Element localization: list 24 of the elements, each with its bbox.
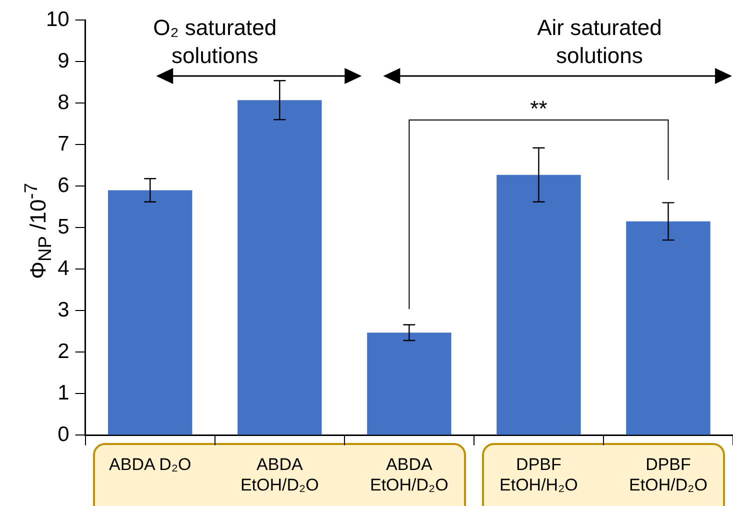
annotation: O₂ saturated solutions <box>152 14 278 70</box>
bar <box>238 100 322 435</box>
x-tick-label: DPBF EtOH/D₂O <box>629 455 708 494</box>
x-tick-label: ABDA EtOH/D₂O <box>240 455 319 494</box>
bar <box>626 221 710 435</box>
bar <box>108 190 192 435</box>
y-tick-label: 6 <box>58 174 70 197</box>
y-tick-label: 4 <box>58 256 70 280</box>
y-tick-label: 2 <box>58 340 70 363</box>
y-tick-label: 7 <box>58 132 70 156</box>
x-tick-label: ABDA D₂O <box>109 455 192 474</box>
y-tick-label: 3 <box>58 298 70 322</box>
x-tick-label: DPBF EtOH/H₂O <box>500 455 578 494</box>
annotation: ** <box>529 95 548 123</box>
y-tick-label: 0 <box>58 422 70 446</box>
annotation: Air saturated solutions <box>536 14 663 70</box>
bar <box>367 332 452 435</box>
y-tick-label: 9 <box>58 49 70 72</box>
y-tick-label: 8 <box>58 90 70 114</box>
y-tick-label: 10 <box>46 8 70 31</box>
bar <box>496 174 581 435</box>
y-tick-label: 1 <box>58 381 70 404</box>
x-tick-label: ABDA EtOH/D₂O <box>370 455 448 494</box>
y-tick-label: 5 <box>58 215 70 238</box>
